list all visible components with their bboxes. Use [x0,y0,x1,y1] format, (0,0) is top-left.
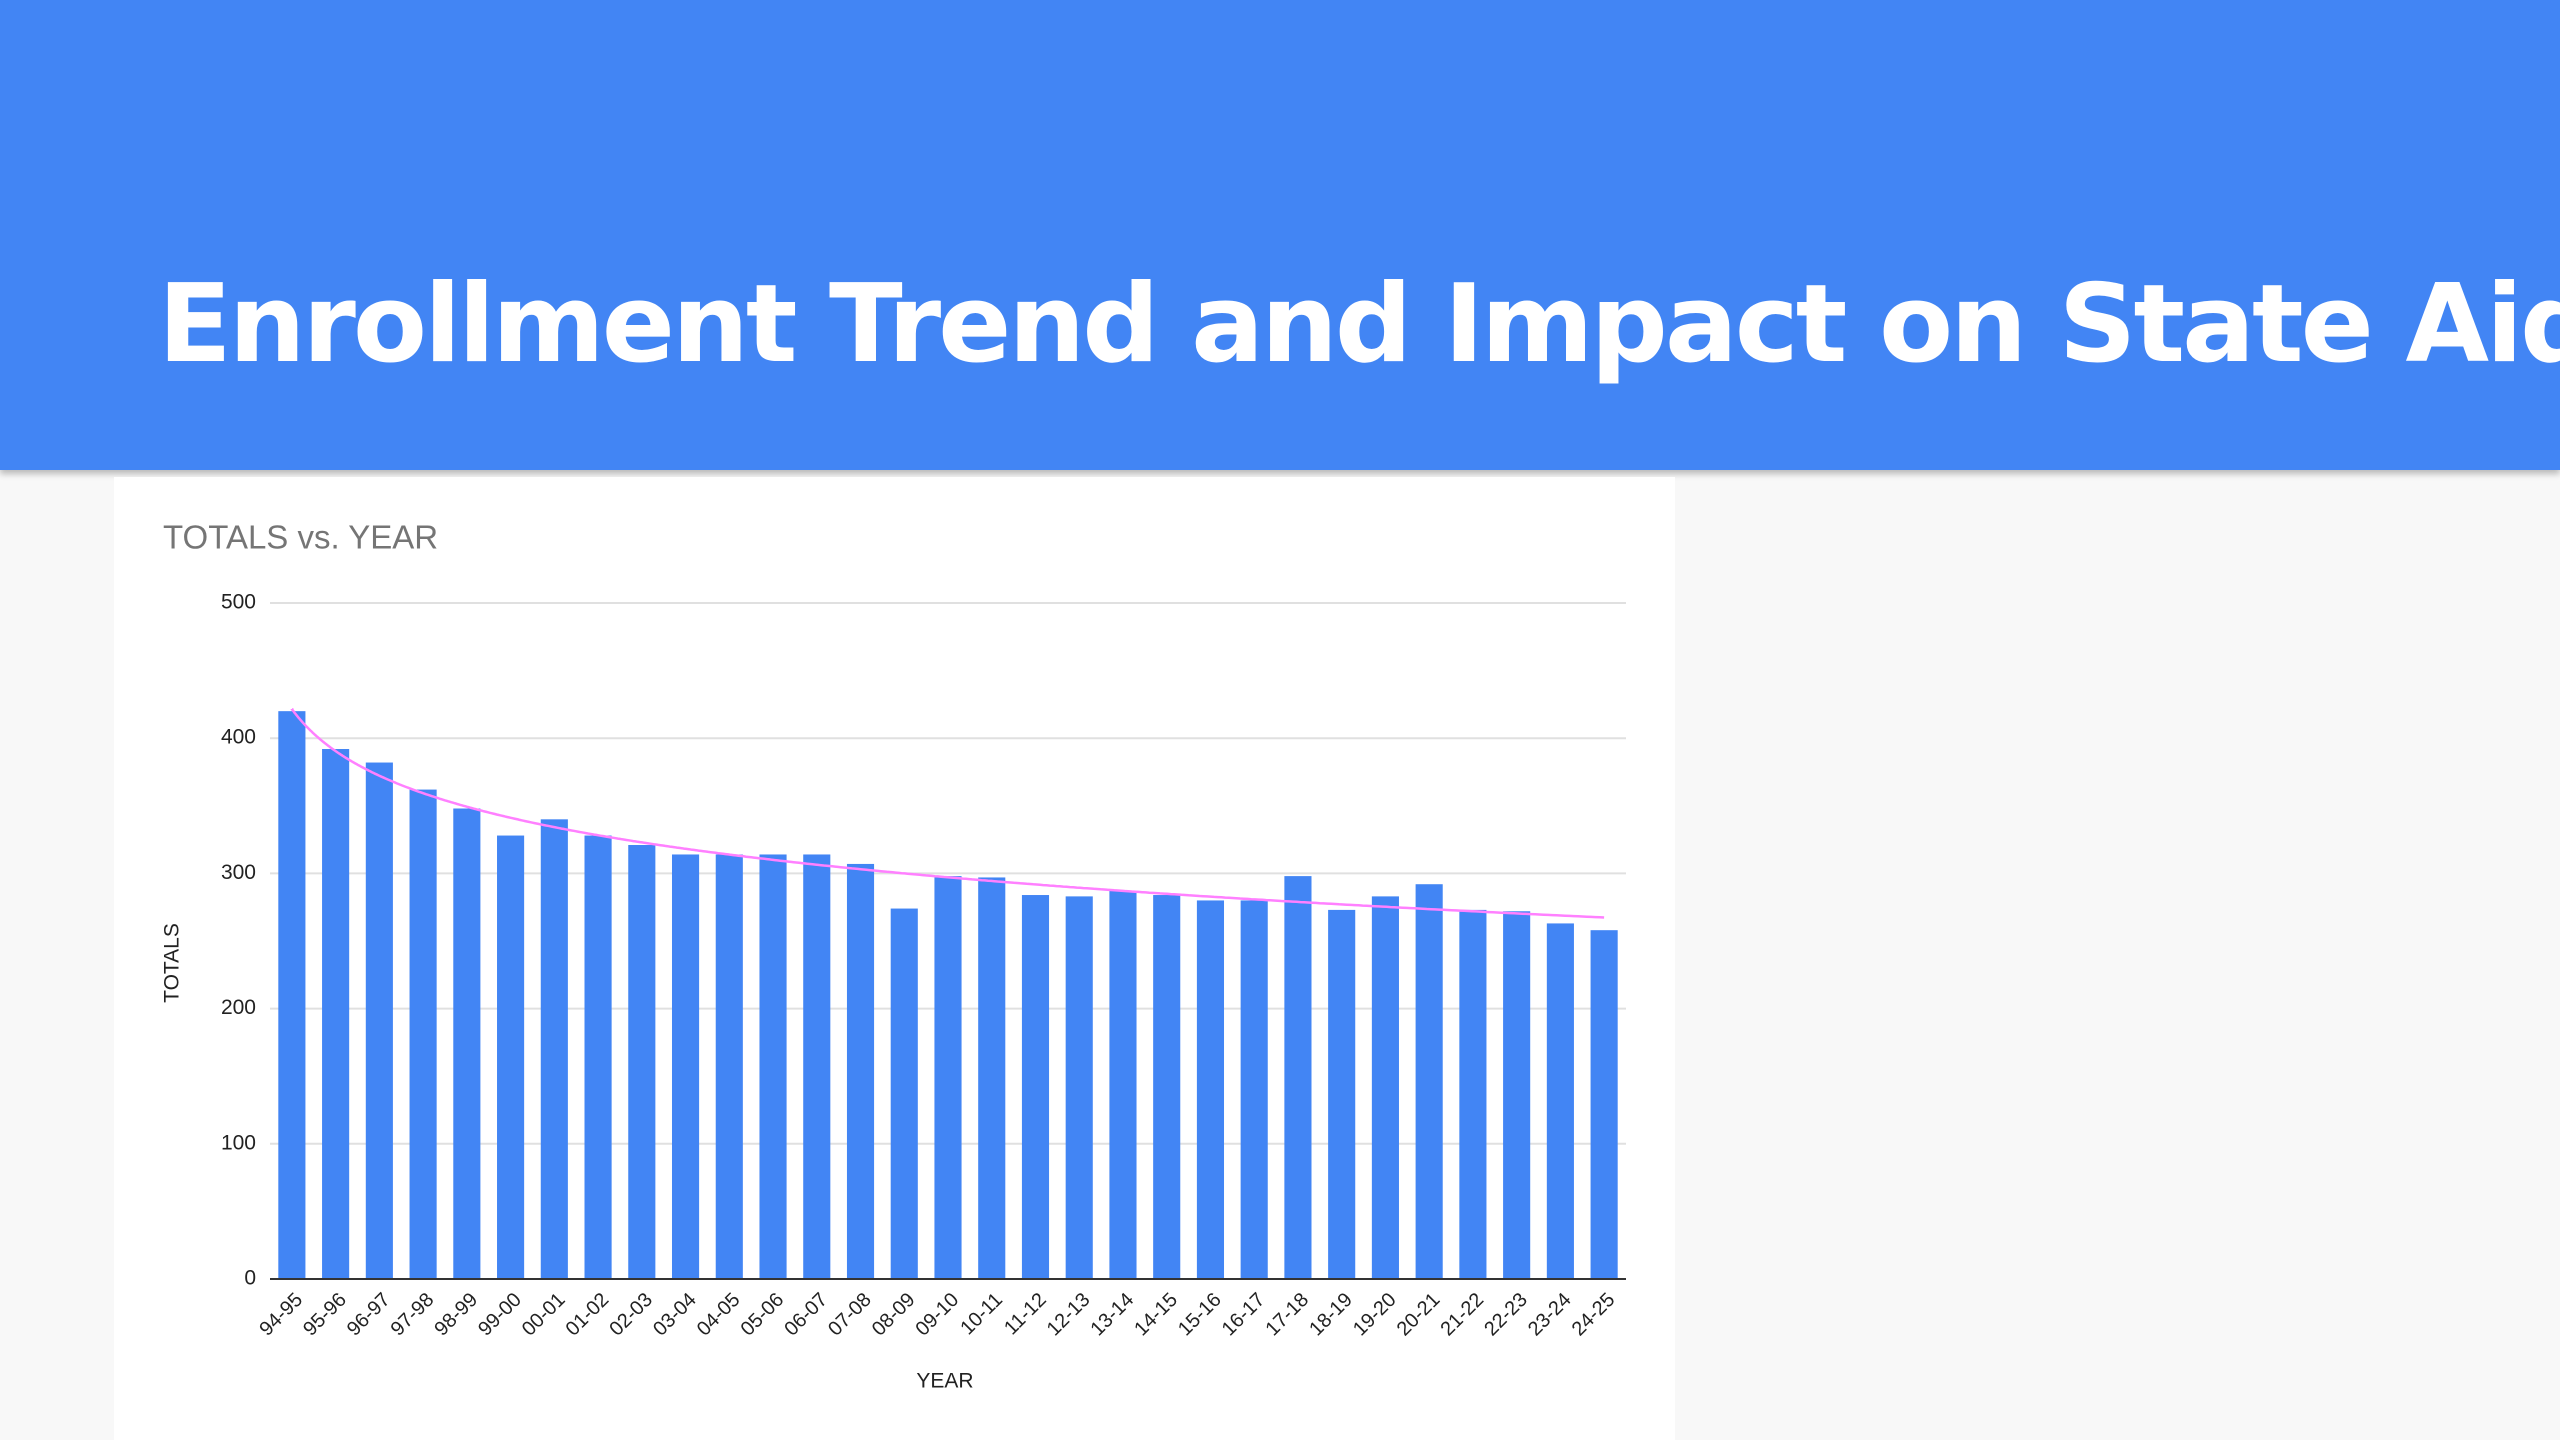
x-tick-label: 97-98 [387,1289,439,1341]
bar [759,854,787,1279]
x-tick-label: 94-95 [255,1289,307,1341]
x-tick-label: 99-00 [474,1289,526,1341]
y-tick-label: 0 [244,1267,256,1290]
x-tick-label: 19-20 [1349,1289,1401,1341]
x-tick-label: 03-04 [649,1289,701,1341]
x-tick-label: 05-06 [737,1289,789,1341]
x-tick-label: 06-07 [780,1289,832,1341]
x-tick-label: 21-22 [1436,1289,1488,1341]
bar [584,835,612,1279]
x-tick-label: 01-02 [562,1289,614,1341]
x-tick-label: 18-19 [1305,1289,1357,1341]
x-tick-label: 15-16 [1174,1289,1226,1341]
y-tick-label: 200 [221,996,256,1019]
bar [671,854,700,1279]
bar [365,762,393,1279]
x-tick-label: 13-14 [1087,1289,1139,1341]
bar [978,877,1006,1279]
x-tick-label: 12-13 [1043,1289,1095,1341]
x-tick-label: 17-18 [1261,1289,1313,1341]
x-tick-label: 24-25 [1568,1289,1620,1341]
x-tick-label: 07-08 [824,1289,876,1341]
x-tick-label: 95-96 [299,1289,351,1341]
y-tick-label: 100 [221,1131,256,1154]
bar [1503,911,1531,1279]
bar [1546,923,1574,1279]
slide-header: Enrollment Trend and Impact on State Aid [0,0,2560,470]
bar [453,808,481,1279]
x-tick-label: 98-99 [430,1289,482,1341]
x-tick-label: 02-03 [605,1289,657,1341]
x-tick-label: 11-12 [1000,1289,1051,1340]
x-tick-label: 08-09 [868,1289,920,1341]
x-tick-label: 22-23 [1480,1289,1532,1341]
x-tick-label: 96-97 [343,1289,395,1341]
bar [1196,900,1225,1279]
bar [1284,876,1312,1279]
bar [497,835,525,1279]
bar [1371,896,1399,1279]
bar [409,789,437,1279]
y-tick-label: 400 [221,726,256,749]
bar [1415,884,1443,1279]
x-tick-label: 20-21 [1393,1289,1445,1341]
bar [278,711,306,1279]
bar [1021,895,1050,1279]
x-tick-label: 09-10 [912,1289,964,1341]
bar [1459,909,1487,1279]
x-tick-label: 23-24 [1524,1289,1576,1341]
bar [1590,930,1618,1279]
y-tick-label: 500 [221,591,256,614]
bar [934,876,962,1279]
bar [846,863,875,1279]
bar [715,854,743,1279]
x-axis-title: YEAR [916,1370,973,1393]
y-axis-title: TOTALS [161,923,184,1003]
bar [1109,890,1137,1279]
y-tick-label: 300 [221,861,256,884]
chart-title: TOTALS vs. YEAR [163,519,438,556]
bar [628,845,656,1279]
x-tick-label: 00-01 [518,1289,570,1341]
x-tick-label: 10-11 [956,1289,1007,1340]
bar [1240,900,1268,1279]
x-tick-label: 16-17 [1218,1289,1270,1341]
bar [1328,909,1356,1279]
slide-title: Enrollment Trend and Impact on State Aid [158,262,2560,387]
x-tick-label: 04-05 [693,1289,745,1341]
bar [540,819,568,1279]
bar [1153,895,1181,1279]
bar [803,854,831,1279]
bar [322,749,350,1279]
bar [890,908,918,1279]
trendline [290,708,1605,919]
x-tick-label: 14-15 [1130,1289,1182,1341]
bar [1065,896,1093,1279]
